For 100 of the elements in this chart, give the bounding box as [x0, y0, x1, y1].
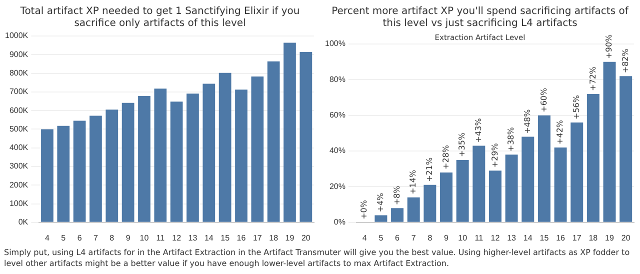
- x-tick-label: 18: [269, 233, 279, 242]
- bar: [218, 72, 232, 222]
- bar: [267, 61, 280, 222]
- bar: [170, 102, 183, 222]
- bar: [522, 136, 534, 222]
- y-tick-label: 300K: [9, 162, 29, 171]
- x-tick-label: 16: [556, 233, 566, 242]
- x-tick-label: 16: [236, 233, 246, 242]
- bar: [456, 160, 469, 222]
- y-tick-label: 100K: [9, 198, 29, 208]
- y-tick-label: 400K: [9, 143, 29, 152]
- text: Simply put, using L4 artifacts for in the Artifact Extraction in the Artifact Transmuter will give you the best value. Using higher-level artifacts as XP fodder to level other artifacts might be a better value if you have enough lower-level artifacts to max Artifact Extraction.: [4, 247, 631, 269]
- data-label: +14%: [408, 170, 418, 194]
- x-tick-label: 14: [523, 233, 533, 242]
- bar: [407, 197, 420, 222]
- y-tick-label: 200K: [9, 180, 29, 190]
- x-tick-label: 4: [362, 233, 368, 242]
- chart-title: Percent more artifact XP you'll spend sacrificing artifacts of this level vs just sacrificing L4 artifacts: [330, 6, 630, 30]
- data-label: +8%: [392, 185, 402, 206]
- x-tick-label: 17: [252, 233, 262, 242]
- x-tick-label: 18: [588, 233, 598, 242]
- x-tick-label: 8: [110, 233, 115, 242]
- y-tick-label: 900K: [9, 50, 29, 59]
- data-label: +21%: [425, 157, 434, 182]
- bar: [73, 120, 86, 222]
- bar: [106, 110, 118, 222]
- bar: [586, 94, 600, 222]
- bar: [505, 154, 518, 222]
- x-tick-label: 5: [61, 233, 66, 242]
- x-tick-label: 15: [540, 233, 550, 242]
- bar: [41, 129, 54, 222]
- x-tick-label: 19: [605, 233, 615, 242]
- x-tick-label: 13: [188, 233, 198, 242]
- y-tick-label: 80%: [329, 74, 346, 84]
- data-label: +82%: [620, 48, 630, 74]
- x-tick-label: 9: [444, 233, 450, 242]
- bar: [424, 184, 436, 222]
- y-tick-label: 100%: [324, 39, 346, 48]
- data-label: +43%: [474, 118, 483, 143]
- bar: [138, 96, 150, 222]
- x-tick-label: 14: [204, 233, 214, 242]
- y-tick-label: 700K: [9, 87, 29, 96]
- data-label: +72%: [588, 66, 598, 91]
- bar: [391, 208, 404, 222]
- bar: [538, 115, 550, 222]
- bar: [472, 146, 486, 222]
- bar: [440, 172, 452, 222]
- x-tick-label: 17: [572, 233, 582, 242]
- x-tick-label: 7: [411, 233, 416, 242]
- data-label: +48%: [522, 108, 532, 134]
- bar: [374, 215, 388, 222]
- x-tick-label: 7: [93, 233, 98, 242]
- bar: [122, 102, 134, 222]
- data-label: +90%: [604, 34, 614, 59]
- bar: [186, 94, 199, 222]
- bar: [620, 76, 632, 222]
- data-label: +56%: [572, 94, 581, 120]
- data-label: +60%: [539, 87, 548, 112]
- x-tick-label: 10: [458, 233, 468, 242]
- bar: [603, 62, 616, 222]
- bar: [57, 126, 70, 222]
- x-tick-label: 11: [474, 233, 484, 242]
- x-tick-label: 4: [44, 233, 50, 242]
- y-tick-label: 0%: [334, 218, 346, 227]
- data-label: +38%: [506, 126, 516, 152]
- x-tick-label: 20: [301, 233, 311, 242]
- data-label: +42%: [556, 120, 565, 144]
- data-label: +4%: [376, 192, 386, 212]
- bar: [554, 147, 567, 222]
- y-tick-label: 0K: [18, 218, 29, 227]
- y-tick-label: 800K: [9, 68, 29, 78]
- y-tick-label: 600K: [9, 106, 29, 115]
- data-label: +0%: [360, 200, 369, 220]
- bar: [154, 88, 167, 222]
- x-tick-label: 13: [507, 233, 517, 242]
- bar: [202, 84, 216, 222]
- x-tick-label: 6: [395, 233, 400, 242]
- x-tick-label: 9: [126, 233, 131, 242]
- x-tick-label: 20: [621, 233, 631, 242]
- bar: [90, 116, 102, 222]
- x-tick-label: 8: [428, 233, 433, 242]
- bar: [488, 170, 502, 222]
- y-tick-label: 20%: [329, 182, 346, 191]
- x-tick-label: 10: [140, 233, 150, 242]
- x-tick-label: 15: [220, 233, 230, 242]
- bar: [251, 76, 264, 222]
- y-tick-label: 40%: [329, 146, 346, 156]
- data-label: +29%: [490, 142, 500, 168]
- x-tick-label: 12: [490, 233, 500, 242]
- data-label: +35%: [458, 132, 467, 157]
- x-tick-label: 19: [285, 233, 295, 242]
- bar: [284, 42, 296, 222]
- chart-title: Total artifact XP needed to get 1 Sanctifying Elixir if you sacrifice only artifacts of this level: [19, 6, 301, 30]
- y-tick-label: 1000K: [4, 31, 29, 40]
- x-tick-label: 5: [378, 233, 384, 242]
- bar: [570, 122, 584, 222]
- y-tick-label: 500K: [9, 124, 29, 134]
- x-tick-label: 12: [172, 233, 182, 242]
- bar: [235, 90, 248, 222]
- data-label: +28%: [441, 144, 450, 170]
